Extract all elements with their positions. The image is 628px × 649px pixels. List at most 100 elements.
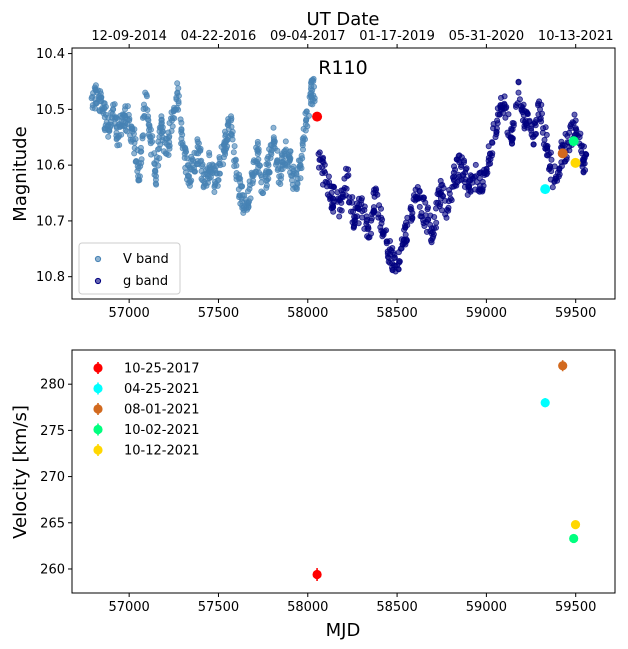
data-point [241, 192, 248, 199]
data-point [582, 167, 589, 174]
data-point [134, 168, 141, 175]
data-point [437, 201, 444, 208]
data-point [266, 169, 273, 176]
x-tick-label: 58500 [376, 600, 417, 615]
data-point [390, 249, 397, 256]
highlight-point [557, 148, 568, 159]
data-point [287, 155, 294, 162]
data-point [195, 140, 202, 147]
data-point [233, 162, 240, 169]
data-point [494, 120, 501, 127]
velocity-point [570, 520, 581, 530]
magnitude-highlight-marks [312, 111, 581, 195]
data-point [277, 166, 284, 173]
data-point [558, 138, 565, 145]
data-point [282, 138, 289, 145]
data-point [278, 172, 285, 179]
data-point [340, 186, 347, 193]
data-point [361, 203, 368, 210]
data-point [139, 114, 146, 121]
data-point [453, 156, 460, 163]
x-tick-label: 57500 [198, 306, 239, 321]
data-point [572, 126, 579, 133]
data-point [494, 111, 501, 118]
data-point [538, 101, 545, 108]
data-point [250, 177, 257, 184]
data-point [566, 147, 573, 154]
data-point [321, 161, 328, 168]
data-point [282, 147, 289, 154]
data-point [262, 173, 269, 180]
highlight-point [568, 136, 579, 147]
data-point [310, 83, 317, 90]
data-point [240, 209, 247, 216]
data-point [159, 128, 166, 135]
data-point [153, 181, 160, 188]
velocity-point [558, 361, 568, 371]
data-point [572, 117, 579, 124]
velocity-y-ticks: 260 265 270 275 280 [40, 378, 72, 577]
data-point [481, 171, 488, 178]
data-point [396, 258, 403, 265]
data-point [509, 136, 516, 143]
data-point [124, 103, 131, 110]
data-point [290, 163, 297, 170]
data-point [452, 181, 459, 188]
data-point [211, 188, 218, 195]
data-point [214, 177, 221, 184]
data-point [544, 144, 551, 151]
data-point [100, 110, 107, 117]
velocity-point [540, 398, 550, 408]
magnitude-y-axis-label: Magnitude [10, 126, 31, 221]
data-point [447, 195, 454, 202]
legend-v-band-marker [94, 255, 102, 263]
data-point [153, 154, 160, 161]
data-point [430, 231, 437, 238]
data-point [523, 120, 530, 127]
data-point [548, 156, 555, 163]
data-point [255, 156, 262, 163]
x-tick-label: 57000 [108, 306, 149, 321]
x-tick-label: 59500 [555, 306, 596, 321]
data-point [580, 156, 587, 163]
data-point [402, 241, 409, 248]
data-point [558, 163, 565, 170]
data-point [145, 113, 152, 120]
data-point [523, 108, 530, 115]
data-point [319, 155, 326, 162]
data-point [147, 140, 154, 147]
data-point [254, 138, 261, 145]
data-point [460, 171, 467, 178]
x-tick-label: 59500 [555, 600, 596, 615]
magnitude-axes-frame [71, 47, 616, 300]
data-point [265, 162, 272, 169]
data-point [220, 161, 227, 168]
data-point [111, 101, 118, 108]
magnitude-legend-box [78, 242, 181, 295]
data-point [322, 169, 329, 176]
data-point [368, 217, 375, 224]
data-point [230, 149, 237, 156]
date-tick-label: 04-22-2016 [181, 29, 257, 44]
data-point [416, 203, 423, 210]
data-point [258, 179, 265, 186]
data-point [315, 164, 322, 171]
data-point [516, 96, 523, 103]
velocity-panel: 57000 57500 58000 58500 59000 59500 260 265 270… [10, 349, 616, 641]
magnitude-panel: R110 UT Date 57000 57500 58000 58500 59000 59… [10, 9, 616, 321]
data-point [403, 236, 410, 243]
y-tick-label: 10.5 [36, 103, 65, 118]
data-point [263, 182, 270, 189]
data-point [492, 134, 499, 141]
data-point [177, 116, 184, 123]
data-point [325, 173, 332, 180]
data-point [206, 152, 213, 159]
legend-marker [93, 383, 103, 394]
data-point [446, 186, 453, 193]
data-point [191, 149, 198, 156]
data-point [336, 213, 343, 220]
data-point [515, 89, 522, 96]
data-point [346, 199, 353, 206]
velocity-x-axis-label: MJD [326, 620, 361, 641]
